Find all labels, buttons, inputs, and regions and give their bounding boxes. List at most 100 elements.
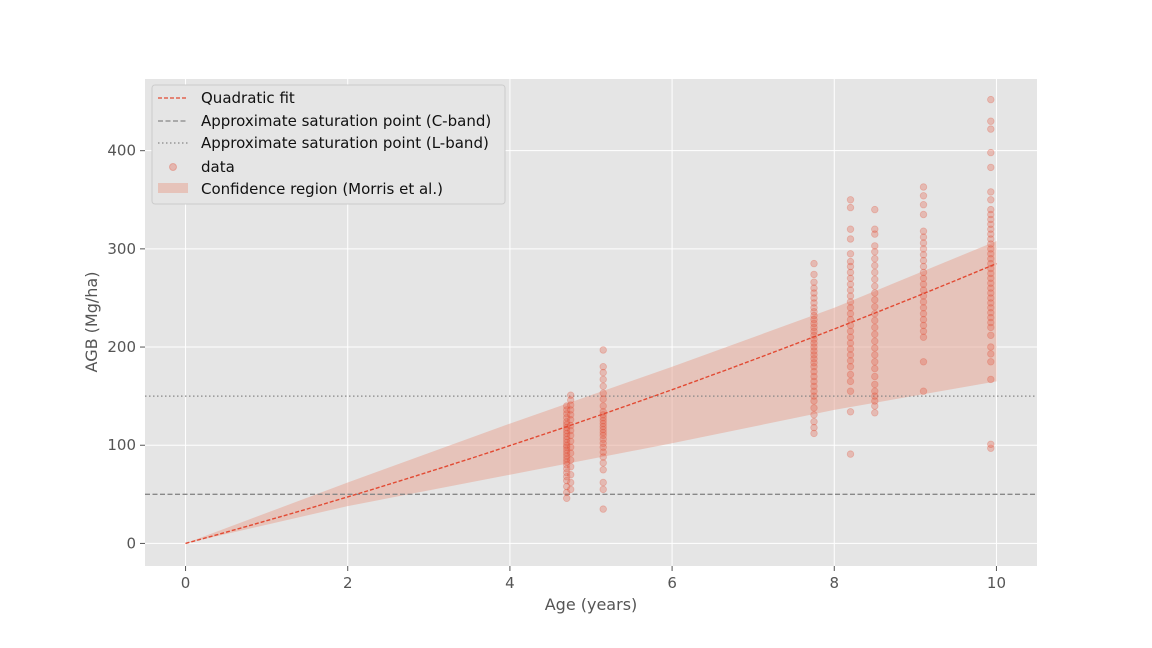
data-point bbox=[871, 316, 879, 325]
data-point bbox=[987, 196, 995, 204]
data-point bbox=[599, 425, 607, 434]
fit-line bbox=[185, 262, 997, 545]
y-tick-label: 200 bbox=[107, 338, 136, 356]
data-point bbox=[810, 363, 818, 371]
data-point bbox=[919, 192, 928, 200]
data-point bbox=[846, 292, 855, 300]
data-point bbox=[919, 239, 928, 247]
data-point bbox=[987, 299, 995, 307]
data-point bbox=[563, 418, 571, 426]
data-point bbox=[846, 250, 855, 258]
data-point bbox=[987, 294, 995, 302]
data-point bbox=[987, 215, 995, 224]
data-point bbox=[810, 304, 818, 312]
data-point bbox=[599, 395, 607, 403]
data-point bbox=[987, 284, 995, 292]
legend-label-c-band: Approximate saturation point (C-band) bbox=[201, 112, 491, 130]
data-point bbox=[987, 279, 995, 287]
data-point bbox=[846, 351, 855, 359]
data-point bbox=[810, 284, 818, 292]
data-point bbox=[563, 402, 571, 410]
data-point bbox=[987, 230, 995, 238]
data-point bbox=[567, 406, 575, 414]
data-point bbox=[871, 282, 879, 290]
data-point bbox=[987, 318, 995, 327]
data-point bbox=[871, 380, 879, 389]
data-point bbox=[987, 309, 995, 317]
data-point bbox=[846, 345, 855, 353]
data-point bbox=[810, 397, 818, 405]
x-axis-label: Age (years) bbox=[545, 595, 638, 614]
data-point bbox=[846, 196, 855, 204]
data-point bbox=[919, 210, 928, 219]
x-tick-label: 10 bbox=[987, 574, 1006, 592]
data-point bbox=[846, 304, 855, 312]
data-point bbox=[987, 331, 995, 339]
data-point bbox=[846, 333, 855, 341]
data-point bbox=[871, 392, 879, 400]
data-point bbox=[846, 357, 855, 365]
data-point bbox=[567, 443, 575, 451]
data-point bbox=[567, 426, 575, 435]
data-point bbox=[871, 351, 879, 359]
data-point bbox=[987, 375, 995, 384]
data-point bbox=[599, 417, 607, 425]
data-point bbox=[599, 363, 607, 371]
data-point bbox=[846, 327, 855, 335]
data-point bbox=[599, 448, 607, 456]
data-point bbox=[563, 435, 571, 443]
data-point bbox=[871, 205, 879, 214]
data-point bbox=[987, 323, 995, 332]
y-tick-label: 400 bbox=[107, 142, 136, 160]
data-point bbox=[987, 205, 995, 214]
data-point bbox=[871, 330, 879, 338]
data-point bbox=[810, 339, 818, 347]
legend-box bbox=[151, 84, 506, 205]
data-point bbox=[871, 397, 879, 405]
data-point bbox=[846, 225, 855, 233]
data-point bbox=[810, 278, 818, 286]
x-tick-label: 8 bbox=[829, 574, 839, 592]
data-point bbox=[846, 257, 855, 266]
data-point bbox=[563, 488, 571, 497]
data-point bbox=[987, 225, 995, 233]
data-point bbox=[810, 367, 818, 376]
data-point bbox=[871, 303, 879, 311]
data-point bbox=[810, 259, 818, 268]
data-point bbox=[871, 255, 879, 263]
data-point bbox=[871, 344, 879, 352]
data-point bbox=[563, 494, 571, 502]
data-point bbox=[599, 443, 607, 451]
data-point bbox=[810, 429, 818, 438]
data-point bbox=[563, 455, 571, 463]
data-point bbox=[987, 350, 995, 358]
data-point bbox=[563, 406, 571, 414]
data-point bbox=[599, 382, 607, 390]
data-point bbox=[919, 358, 928, 366]
legend: Quadratic fit Approximate saturation poi… bbox=[151, 84, 506, 205]
data-point bbox=[599, 402, 607, 410]
data-point bbox=[810, 359, 818, 367]
data-point bbox=[599, 459, 607, 467]
data-point bbox=[846, 235, 855, 243]
data-point bbox=[987, 117, 995, 125]
data-point bbox=[987, 343, 995, 351]
y-tick-label: 300 bbox=[107, 240, 136, 258]
x-tick-label: 0 bbox=[181, 574, 191, 592]
data-point bbox=[846, 280, 855, 288]
data-point bbox=[810, 351, 818, 359]
data-point bbox=[563, 410, 571, 418]
data-point bbox=[567, 437, 575, 445]
data-point bbox=[810, 355, 818, 363]
data-point bbox=[871, 225, 879, 233]
data-point bbox=[563, 420, 571, 429]
data-point bbox=[567, 411, 575, 419]
data-point bbox=[871, 372, 879, 381]
data-point bbox=[563, 443, 571, 451]
data-point bbox=[563, 452, 571, 460]
legend-label-l-band: Approximate saturation point (L-band) bbox=[201, 134, 489, 152]
data-point bbox=[846, 377, 855, 386]
legend-label-fit: Quadratic fit bbox=[201, 89, 295, 107]
data-point bbox=[871, 409, 879, 417]
